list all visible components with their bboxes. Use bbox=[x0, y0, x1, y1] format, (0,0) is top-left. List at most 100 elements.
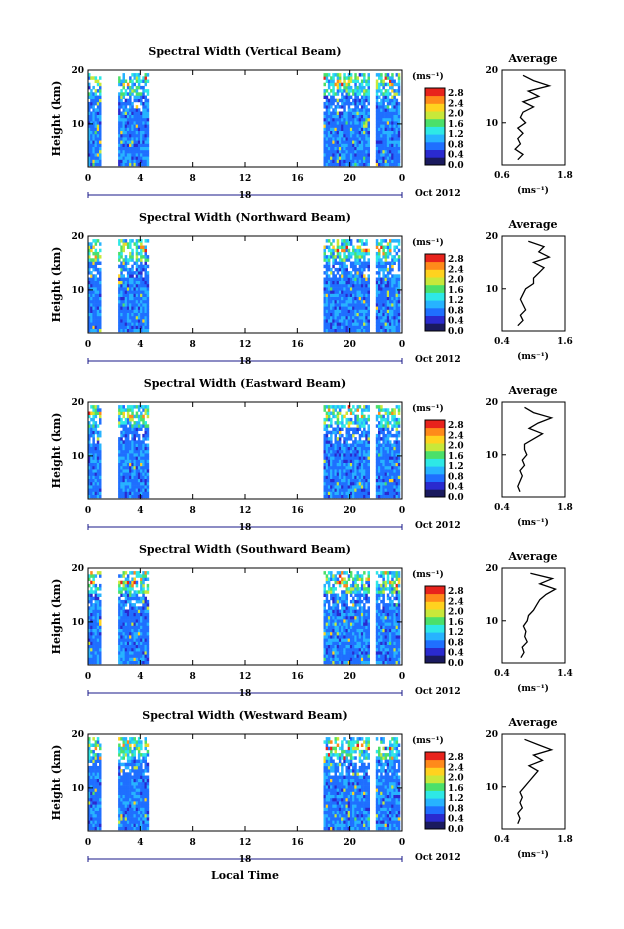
heatmap-cell bbox=[131, 469, 134, 473]
heatmap-cell bbox=[389, 124, 392, 128]
heatmap-cell bbox=[90, 411, 93, 415]
heatmap-cell bbox=[391, 79, 394, 83]
heatmap-cell bbox=[330, 293, 333, 297]
heatmap-cell bbox=[389, 440, 392, 444]
heatmap-cell bbox=[146, 137, 150, 141]
heatmap-cell bbox=[133, 89, 136, 93]
heatmap-cell bbox=[354, 306, 357, 310]
heatmap-cell bbox=[334, 287, 337, 291]
heatmap-cell bbox=[140, 472, 143, 476]
heatmap-cell bbox=[397, 89, 401, 93]
heatmap-cell bbox=[94, 124, 98, 128]
heatmap-cell bbox=[378, 130, 381, 135]
heatmap-cell bbox=[129, 101, 132, 106]
heatmap-cell bbox=[367, 465, 370, 470]
heatmap-cell bbox=[382, 449, 385, 454]
heatmap-cell bbox=[122, 146, 125, 151]
heatmap-cell bbox=[391, 449, 394, 454]
heatmap-cell bbox=[94, 574, 98, 578]
heatmap-cell bbox=[349, 79, 353, 83]
heatmap-cell bbox=[382, 427, 385, 431]
heatmap-cell bbox=[356, 306, 359, 310]
heatmap-cell bbox=[347, 137, 351, 141]
colorbar-tick: 2.0 bbox=[448, 276, 464, 286]
heatmap-cell bbox=[88, 446, 91, 451]
heatmap-cell bbox=[137, 149, 141, 154]
heatmap-cell bbox=[356, 283, 359, 288]
heatmap-cell bbox=[131, 299, 134, 304]
heatmap-cell bbox=[345, 494, 348, 499]
heatmap-cell bbox=[345, 162, 348, 167]
heatmap-cell bbox=[135, 606, 139, 610]
heatmap-cell bbox=[96, 628, 100, 633]
heatmap-cell bbox=[327, 430, 331, 435]
heatmap-cell bbox=[92, 488, 95, 492]
heatmap-cell bbox=[363, 124, 366, 128]
heatmap-cell bbox=[99, 140, 102, 144]
heatmap-cell bbox=[397, 408, 401, 412]
heatmap-cell bbox=[345, 82, 348, 87]
heatmap-cell bbox=[135, 628, 139, 633]
heatmap-cell bbox=[393, 494, 396, 499]
heatmap-cell bbox=[378, 494, 381, 499]
heatmap-cell bbox=[146, 283, 150, 288]
colorbar-band bbox=[425, 289, 445, 293]
heatmap-cell bbox=[99, 277, 102, 281]
heatmap-cell bbox=[146, 654, 150, 658]
heatmap-cell bbox=[131, 635, 134, 639]
heatmap-cell bbox=[347, 494, 351, 499]
heatmap-cell bbox=[365, 290, 368, 294]
heatmap-cell bbox=[323, 92, 326, 96]
heatmap-cell bbox=[94, 644, 98, 649]
heatmap-cell bbox=[94, 481, 98, 486]
heatmap-cell bbox=[325, 641, 329, 645]
heatmap-cell bbox=[135, 651, 139, 655]
heatmap-cell bbox=[332, 328, 335, 333]
heatmap-cell bbox=[363, 146, 366, 151]
heatmap-cell bbox=[142, 287, 145, 291]
heatmap-cell bbox=[137, 488, 141, 492]
heatmap-cell bbox=[126, 628, 130, 633]
heatmap-cell bbox=[360, 105, 364, 109]
heatmap-cell bbox=[389, 481, 392, 486]
heatmap bbox=[88, 405, 401, 499]
heatmap-cell bbox=[146, 481, 150, 486]
heatmap-cell bbox=[137, 117, 141, 122]
heatmap-cell bbox=[135, 657, 139, 661]
heatmap-cell bbox=[118, 79, 121, 83]
heatmap-cell bbox=[386, 121, 390, 125]
heatmap-cell bbox=[120, 290, 123, 294]
heatmap-cell bbox=[338, 73, 342, 77]
heatmap-cell bbox=[336, 638, 340, 642]
heatmap-cell bbox=[135, 593, 139, 597]
heatmap-cell bbox=[129, 485, 132, 489]
heatmap-cell bbox=[330, 612, 333, 617]
heatmap-cell bbox=[345, 462, 348, 467]
heatmap-cell bbox=[120, 248, 123, 253]
heatmap-cell bbox=[131, 264, 134, 269]
heatmap-cell bbox=[343, 140, 346, 144]
heatmap-cell bbox=[126, 242, 130, 246]
heatmap-cell bbox=[367, 303, 370, 307]
heatmap-cell bbox=[393, 465, 396, 470]
heatmap-cell bbox=[137, 85, 141, 90]
heatmap-cell bbox=[129, 274, 132, 278]
colorbar-tick: 1.2 bbox=[448, 296, 464, 306]
heatmap-cell bbox=[124, 449, 128, 454]
heatmap-cell bbox=[375, 440, 379, 444]
heatmap-cell bbox=[336, 117, 340, 122]
heatmap-cell bbox=[96, 121, 100, 125]
heatmap-cell bbox=[347, 309, 351, 313]
heatmap-cell bbox=[120, 631, 123, 636]
heatmap-cell bbox=[343, 485, 346, 489]
colorbar-unit: (ms⁻¹) bbox=[412, 71, 444, 82]
heatmap-cell bbox=[330, 491, 333, 495]
heatmap-cell bbox=[363, 79, 366, 83]
heatmap-cell bbox=[120, 92, 123, 96]
heatmap-cell bbox=[334, 644, 337, 649]
date-label: Oct 2012 bbox=[415, 189, 461, 199]
heatmap-cell bbox=[131, 290, 134, 294]
heatmap-cell bbox=[352, 322, 355, 326]
heatmap-cell bbox=[325, 417, 329, 422]
heatmap-cell bbox=[118, 462, 121, 467]
